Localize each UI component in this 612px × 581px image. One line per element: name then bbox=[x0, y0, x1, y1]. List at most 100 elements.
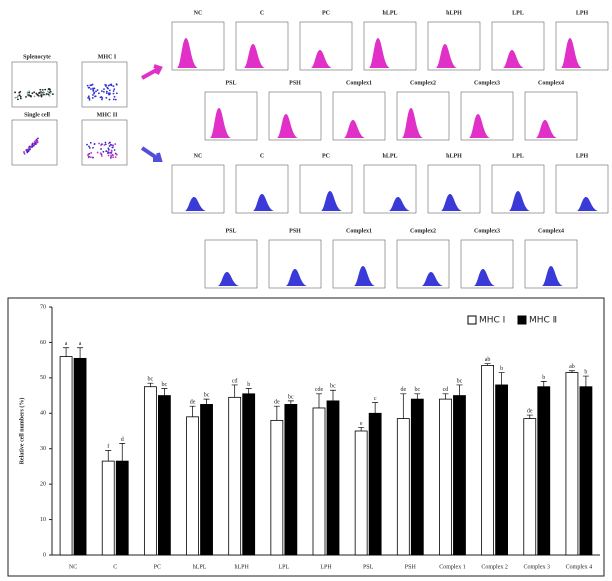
panel-label: MHC I bbox=[98, 54, 117, 60]
dot bbox=[91, 156, 94, 159]
dot bbox=[114, 156, 117, 158]
panel-label: C bbox=[260, 153, 264, 159]
dot bbox=[39, 88, 42, 91]
dot bbox=[43, 93, 45, 96]
bar bbox=[228, 396, 242, 556]
dot bbox=[110, 156, 112, 159]
dot bbox=[34, 140, 37, 143]
error-bar bbox=[568, 370, 575, 373]
dot bbox=[99, 96, 102, 99]
dot bbox=[102, 90, 105, 93]
error-bar bbox=[287, 400, 294, 405]
dot bbox=[109, 143, 112, 146]
dot bbox=[35, 92, 38, 95]
dot bbox=[108, 89, 111, 92]
histogram-peak bbox=[422, 272, 443, 286]
dot bbox=[88, 145, 90, 148]
error-bar bbox=[442, 393, 449, 400]
panel-label: Complex2 bbox=[410, 80, 436, 86]
dot bbox=[86, 143, 88, 146]
significance-letter: bc bbox=[162, 382, 168, 388]
x-tick-label: C bbox=[113, 564, 117, 570]
dot bbox=[87, 95, 90, 98]
dot bbox=[113, 149, 116, 151]
panel-label: PSL bbox=[225, 228, 236, 234]
dot bbox=[88, 97, 91, 100]
dot bbox=[26, 150, 29, 153]
bar bbox=[565, 372, 579, 556]
dot bbox=[101, 143, 103, 146]
bar bbox=[326, 400, 340, 556]
histogram-peak bbox=[344, 120, 365, 138]
bar bbox=[59, 356, 73, 556]
dot bbox=[107, 154, 110, 157]
error-bar bbox=[245, 388, 252, 394]
y-tick-label: 40 bbox=[40, 411, 46, 417]
histogram-peak bbox=[536, 120, 557, 138]
histogram-peak bbox=[503, 50, 524, 68]
dot bbox=[90, 88, 92, 90]
error-bar bbox=[77, 347, 84, 359]
x-tick-label: hLPL bbox=[193, 564, 207, 570]
panel-label: LPH bbox=[576, 153, 589, 159]
error-bar bbox=[498, 372, 505, 385]
dot bbox=[38, 92, 41, 95]
dot bbox=[114, 152, 117, 155]
dot bbox=[96, 151, 99, 154]
dot bbox=[105, 92, 108, 95]
dot bbox=[107, 147, 110, 150]
dot bbox=[100, 148, 102, 150]
dot bbox=[88, 147, 91, 149]
plot-box bbox=[204, 91, 258, 141]
dot bbox=[115, 83, 118, 85]
dot bbox=[44, 88, 47, 91]
arrow bbox=[140, 146, 163, 162]
dot bbox=[93, 91, 96, 94]
dot bbox=[111, 146, 114, 149]
panel-label: PSL bbox=[225, 80, 236, 86]
plot-box bbox=[460, 91, 514, 141]
chart-frame bbox=[7, 297, 605, 577]
significance-letter: a bbox=[65, 341, 68, 347]
bar bbox=[115, 460, 129, 556]
dot bbox=[96, 89, 99, 91]
significance-letter: bc bbox=[414, 387, 420, 393]
dot bbox=[18, 94, 21, 97]
x-tick-label: Complex 3 bbox=[524, 564, 551, 570]
dot bbox=[45, 92, 48, 95]
error-bar bbox=[540, 381, 547, 387]
dot bbox=[51, 93, 54, 96]
error-bar bbox=[231, 384, 238, 398]
significance-letter: de bbox=[190, 400, 196, 406]
dot bbox=[110, 154, 112, 157]
significance-letter: bc bbox=[204, 392, 210, 398]
dot bbox=[113, 95, 116, 98]
significance-letter: e bbox=[360, 421, 363, 427]
dot bbox=[17, 95, 19, 98]
error-bar bbox=[526, 414, 533, 419]
histogram-peak bbox=[277, 114, 298, 138]
dot bbox=[26, 148, 29, 151]
histogram-peak bbox=[354, 266, 375, 286]
error-bar bbox=[456, 384, 463, 396]
dot bbox=[93, 142, 96, 145]
dot bbox=[92, 94, 94, 96]
dot bbox=[108, 145, 111, 147]
dot bbox=[104, 83, 107, 86]
error-bar bbox=[582, 375, 589, 387]
histogram-peak bbox=[402, 108, 423, 138]
dot bbox=[23, 152, 26, 155]
histogram-peak bbox=[509, 191, 530, 211]
panel-label: C bbox=[260, 10, 264, 16]
x-tick-label: LPH bbox=[320, 564, 332, 570]
error-bar bbox=[105, 450, 112, 462]
dot bbox=[98, 92, 100, 95]
error-bar bbox=[203, 398, 210, 405]
panel-label: hLPH bbox=[446, 153, 462, 159]
panel-label: NC bbox=[194, 153, 203, 159]
bar bbox=[537, 386, 551, 556]
panel-label: PSH bbox=[289, 228, 301, 234]
significance-letter: bc bbox=[288, 394, 294, 400]
significance-letter: d bbox=[121, 437, 124, 443]
y-axis-label: Relative cell numbers (%) bbox=[18, 398, 25, 465]
